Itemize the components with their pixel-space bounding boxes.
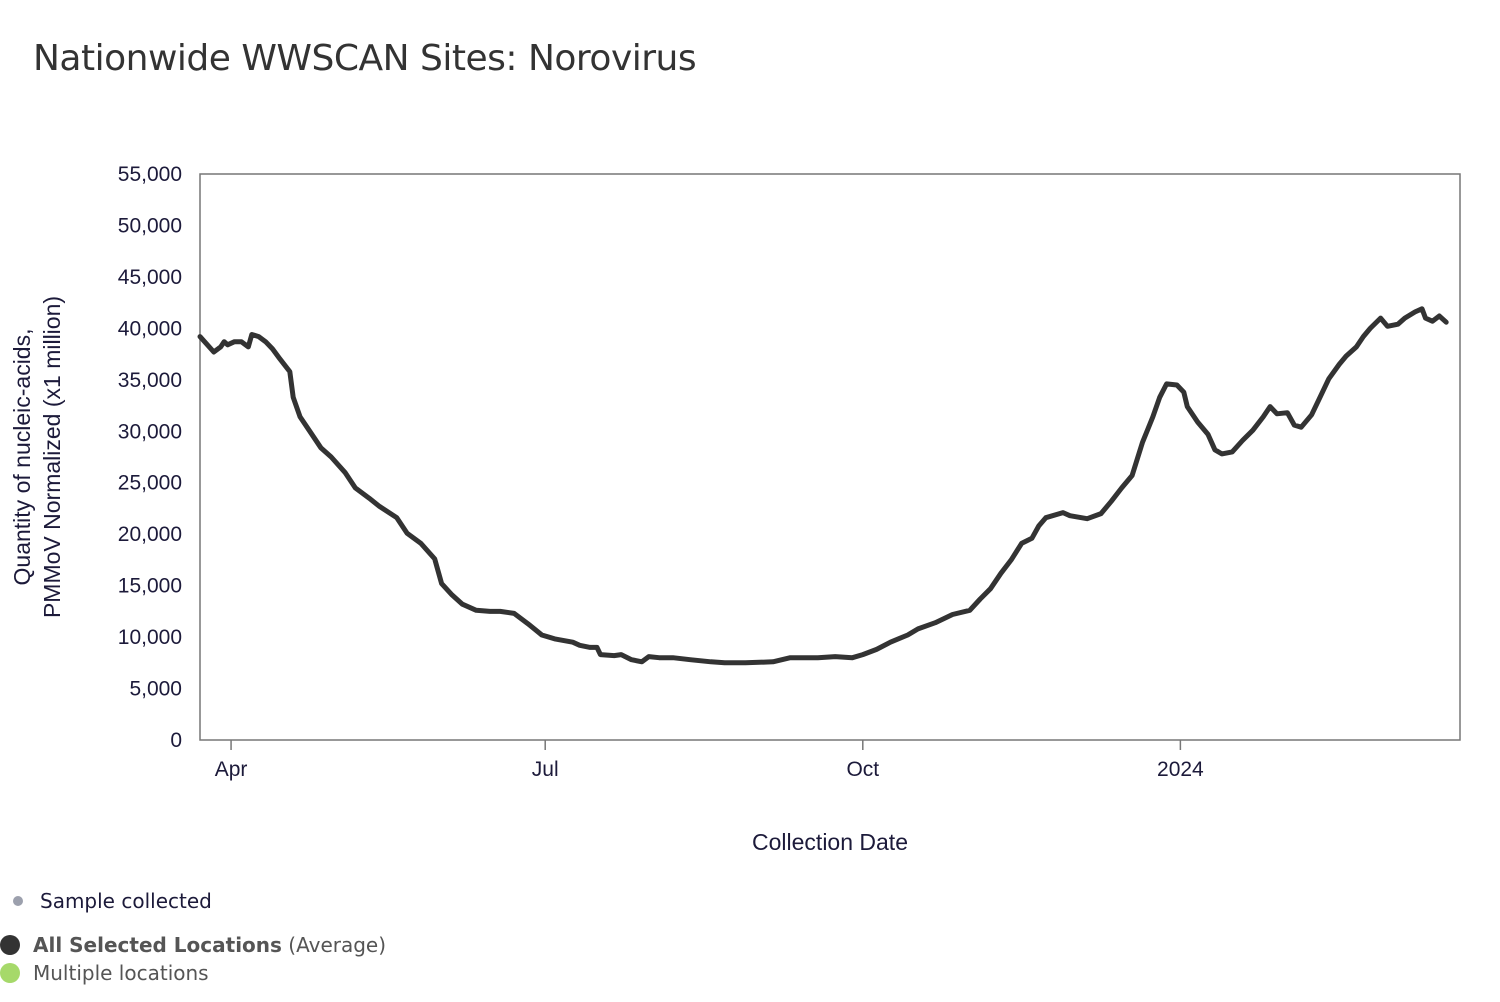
y-tick-label: 35,000 [118,369,182,392]
y-tick-label: 50,000 [118,214,182,237]
y-axis-label-line2: PMMoV Normalized (x1 million) [39,296,65,618]
y-axis-label-line1: Quantity of nucleic-acids, [9,329,35,586]
y-tick-label: 30,000 [118,420,182,443]
legend-sample-collected: Sample collected [40,889,212,913]
y-tick-label: 0 [170,729,182,752]
legend-suffix: (Average) [288,933,387,957]
y-tick-label: 15,000 [118,575,182,598]
sample-collected-legend-dot [13,896,23,906]
legend-label: All Selected Locations [33,933,282,957]
y-tick-label: 25,000 [118,472,182,495]
multiple-locations-legend-dot [0,963,20,983]
x-axis-label: Collection Date [752,829,908,855]
y-tick-label: 40,000 [118,317,182,340]
x-tick-label: Jul [532,758,559,781]
plot-frame [199,173,1461,741]
y-tick-label: 20,000 [118,523,182,546]
legend-all-selected-locations[interactable]: All Selected Locations (Average) [33,933,386,957]
y-tick-label: 5,000 [129,678,182,701]
y-tick-label: 45,000 [118,266,182,289]
x-tick-label: 2024 [1157,758,1204,781]
y-tick-label: 10,000 [118,626,182,649]
y-tick-label: 55,000 [118,163,182,186]
x-tick-label: Oct [846,758,879,781]
x-tick-label: Apr [215,758,248,781]
legend-multiple-locations[interactable]: Multiple locations [33,961,209,985]
series-line-all-selected-locations [197,306,1449,666]
chart-title: Nationwide WWSCAN Sites: Norovirus [33,38,697,79]
all-locations-legend-dot [0,935,20,955]
